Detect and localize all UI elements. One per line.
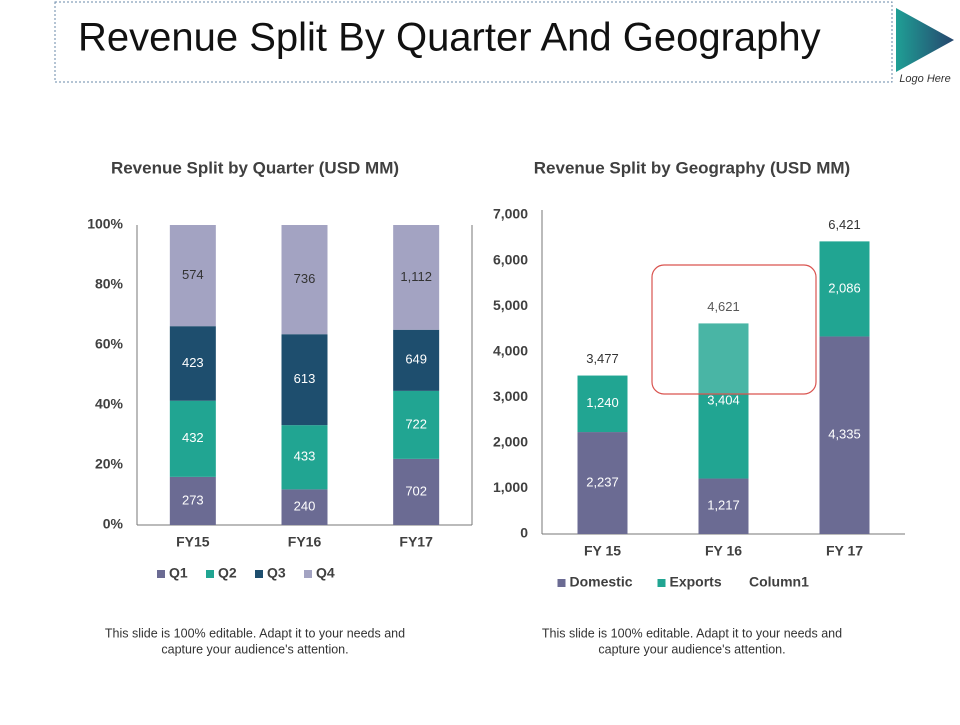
chart-title: Revenue Split by Geography (USD MM) [534,158,850,177]
y-tick-label: 60% [95,336,124,352]
bar-segment [698,323,749,479]
data-label: 613 [294,371,316,386]
bar-segment [393,458,440,525]
bar-segment [698,478,749,534]
data-label: 1,217 [707,498,740,513]
data-label: 1,240 [586,395,619,410]
legend-label: Q4 [316,565,335,581]
logo [896,8,954,72]
legend-swatch [157,570,165,578]
y-tick-label: 80% [95,276,124,292]
chart-title: Revenue Split by Quarter (USD MM) [111,158,399,177]
bar-segment [393,390,440,459]
bar-segment [281,489,328,525]
total-label: 4,621 [707,299,740,314]
bar-segment [281,334,328,426]
total-label: 6,421 [828,217,861,232]
y-tick-label: 3,000 [493,388,528,404]
note: capture your audience's attention. [598,642,785,656]
data-label: 432 [182,430,204,445]
x-tick-label: FY16 [288,534,322,550]
data-label: 3,404 [707,392,740,407]
y-tick-label: 2,000 [493,434,528,450]
legend-swatch [255,570,263,578]
legend-label: Exports [670,574,722,590]
y-tick-label: 100% [87,216,123,232]
bar-segment [169,400,216,477]
bar-segment [819,336,870,534]
legend-label: Column1 [749,574,809,590]
data-label: 649 [405,352,427,367]
y-tick-label: 0 [520,525,528,541]
data-label: 1,112 [400,269,432,284]
data-label: 2,086 [828,280,861,295]
data-label: 433 [294,449,316,464]
data-label: 722 [405,416,427,431]
logo-text: Logo Here [899,73,950,85]
data-label: 2,237 [586,474,619,489]
y-tick-label: 4,000 [493,342,528,358]
data-label: 736 [294,271,316,286]
bar-segment [169,225,216,327]
legend-swatch [304,570,312,578]
data-label: 273 [182,492,204,507]
y-tick-label: 0% [103,516,124,532]
bar-segment [819,241,870,337]
note: This slide is 100% editable. Adapt it to… [105,626,405,640]
legend-label: Q1 [169,565,188,581]
y-tick-label: 20% [95,456,124,472]
x-tick-label: FY 17 [826,543,863,559]
bar-segment [281,425,328,490]
data-label: 240 [294,499,316,514]
legend-swatch [206,570,214,578]
x-tick-label: FY 16 [705,543,742,559]
bar-segment [577,375,628,433]
slide-title: Revenue Split By Quarter And Geography [78,16,821,60]
title-box [54,1,893,83]
data-label: 4,335 [828,427,861,442]
y-tick-label: 5,000 [493,297,528,313]
legend-label: Q2 [218,565,237,581]
bar-segment [577,432,628,534]
legend-label: Domestic [570,574,633,590]
data-label: 423 [182,355,204,370]
bar-segment [393,225,440,330]
bar-segment [169,476,216,525]
data-label: 702 [405,483,427,498]
legend-swatch [657,579,666,587]
legend-label: Q3 [267,565,286,581]
y-tick-label: 40% [95,396,124,412]
y-tick-label: 7,000 [493,206,528,222]
highlight-box [651,264,817,395]
total-label: 3,477 [586,351,619,366]
bar-segment [281,225,328,335]
y-tick-label: 6,000 [493,251,528,267]
x-tick-label: FY15 [176,534,210,550]
legend-swatch [557,579,566,587]
bar-segment [169,326,216,401]
note: This slide is 100% editable. Adapt it to… [542,626,842,640]
bar-segment [393,329,440,391]
data-label: 574 [182,267,204,282]
x-tick-label: FY 15 [584,543,621,559]
y-tick-label: 1,000 [493,479,528,495]
note: capture your audience's attention. [161,642,348,656]
x-tick-label: FY17 [399,534,433,550]
